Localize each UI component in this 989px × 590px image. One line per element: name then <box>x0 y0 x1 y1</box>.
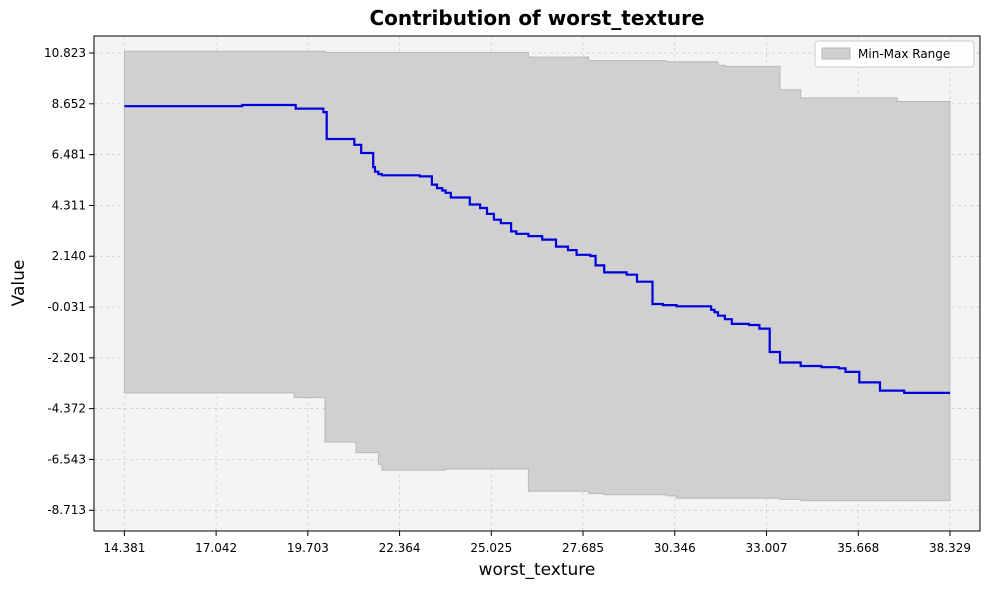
x-tick-label-0: 14.381 <box>103 541 145 555</box>
y-tick-label-8: -6.543 <box>47 452 86 466</box>
y-tick-label-4: 2.140 <box>52 249 86 263</box>
x-axis-title: worst_texture <box>479 560 596 580</box>
contribution-line <box>124 103 950 394</box>
y-axis-title: Value <box>9 260 29 307</box>
contribution-line-layer <box>124 103 950 394</box>
x-tick-label-4: 25.025 <box>470 541 512 555</box>
x-tick-label-3: 22.364 <box>379 541 421 555</box>
x-tick-label-1: 17.042 <box>195 541 237 555</box>
legend: Min-Max Range <box>814 40 975 68</box>
x-tick-label-5: 27.685 <box>562 541 604 555</box>
min-max-band <box>123 50 951 502</box>
chart-title: Contribution of worst_texture <box>369 6 704 30</box>
y-tick-label-9: -8.713 <box>47 503 86 517</box>
legend-label-min-max-range: Min-Max Range <box>858 47 950 61</box>
x-tick-label-2: 19.703 <box>287 541 329 555</box>
y-tick-label-7: -4.372 <box>47 402 86 416</box>
legend-swatch-min-max-range <box>821 47 851 60</box>
y-tick-label-1: 8.652 <box>52 97 86 111</box>
y-tick-label-0: 10.823 <box>44 46 86 60</box>
y-tick-label-6: -2.201 <box>47 351 86 365</box>
y-tick-label-5: -0.031 <box>47 300 86 314</box>
min-max-band-layer <box>123 50 951 502</box>
y-tick-label-3: 4.311 <box>52 198 86 212</box>
y-tick-label-2: 6.481 <box>52 148 86 162</box>
plot-frame <box>93 35 981 532</box>
x-tick-label-6: 30.346 <box>654 541 696 555</box>
x-tick-label-8: 35.668 <box>837 541 879 555</box>
legend-box <box>814 40 975 68</box>
y-axis: 10.823 8.652 6.481 4.311 2.140 -0.031 -2.201 -4… <box>44 46 94 517</box>
x-tick-label-7: 33.007 <box>745 541 787 555</box>
x-tick-label-9: 38.329 <box>929 541 971 555</box>
x-axis: 14.381 17.042 19.703 22.364 25.025 27.685 30.3… <box>103 531 971 555</box>
